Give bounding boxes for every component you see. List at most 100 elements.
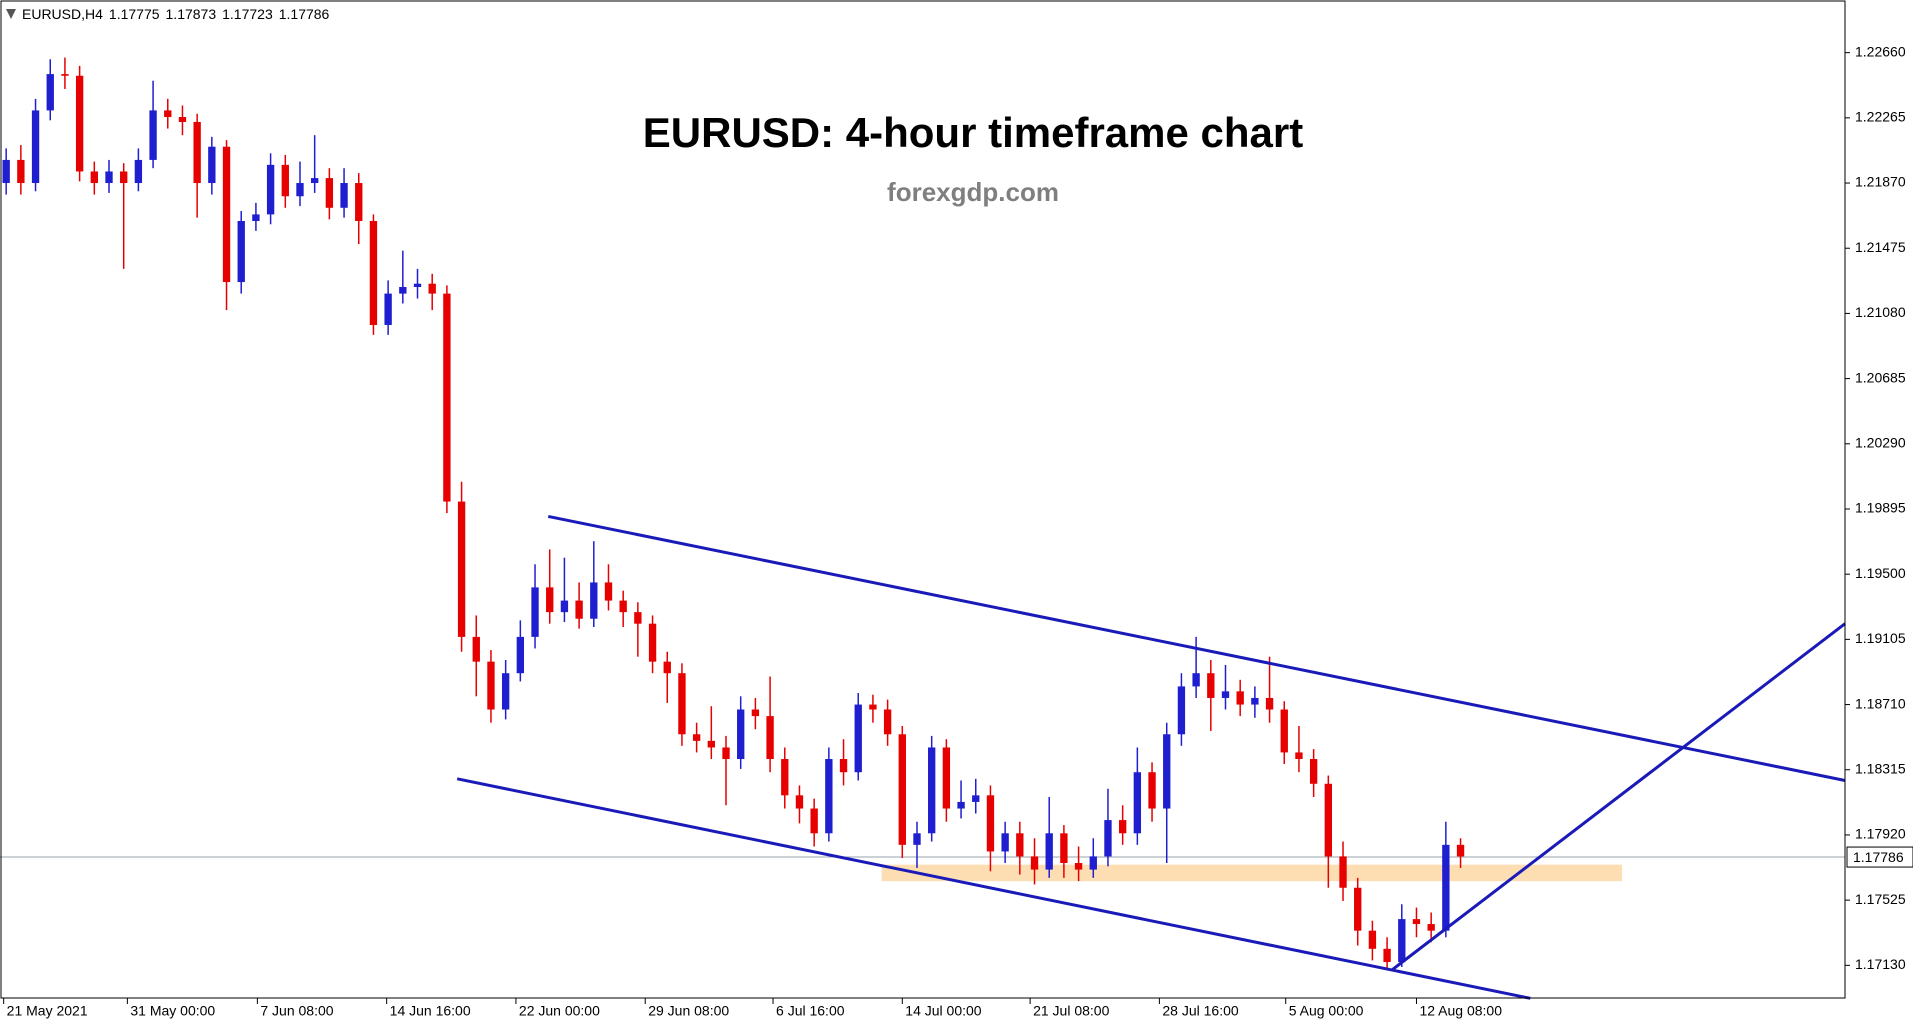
y-tick-label: 1.17920 xyxy=(1855,826,1906,842)
candle-body xyxy=(1177,686,1186,735)
candle-body xyxy=(1383,948,1391,963)
y-tick-label: 1.17525 xyxy=(1855,891,1906,907)
candle-body xyxy=(1339,856,1347,888)
candle-body xyxy=(1045,833,1053,870)
candle-body xyxy=(1236,691,1244,705)
candle-body xyxy=(1442,844,1450,931)
price-label: 1.17786 xyxy=(1853,849,1904,865)
candle-body xyxy=(898,734,906,845)
x-tick-label: 6 Jul 16:00 xyxy=(776,1003,845,1019)
candle-body xyxy=(942,747,951,809)
candle-body xyxy=(590,582,598,619)
candle-body xyxy=(325,178,334,208)
candle-body xyxy=(795,795,804,809)
candle-body xyxy=(766,716,774,760)
candle-body xyxy=(355,183,363,221)
candle-body xyxy=(1295,752,1303,760)
candle-body xyxy=(1221,691,1230,698)
candle-body xyxy=(193,121,201,184)
candle-body xyxy=(546,587,554,613)
candle-body xyxy=(972,795,980,802)
y-tick-label: 1.17130 xyxy=(1855,956,1906,972)
candle-body xyxy=(413,283,422,288)
quote-high: 1.17873 xyxy=(165,6,217,22)
candle-body xyxy=(1427,924,1435,931)
candle-body xyxy=(384,293,392,325)
candle-body xyxy=(1207,673,1215,698)
candle-body xyxy=(208,146,216,184)
candle-body xyxy=(1089,856,1097,870)
y-tick-label: 1.19895 xyxy=(1855,500,1906,516)
candle-body xyxy=(1133,772,1142,834)
candle-body xyxy=(472,636,480,662)
candle-body xyxy=(1354,887,1362,931)
candle-body xyxy=(1324,783,1333,857)
plot-frame xyxy=(0,0,1846,999)
candle-body xyxy=(105,171,113,184)
x-tick-label: 5 Aug 00:00 xyxy=(1289,1003,1364,1019)
y-tick-label: 1.21475 xyxy=(1855,239,1906,255)
candle-body xyxy=(457,501,466,637)
x-tick-label: 28 Jul 16:00 xyxy=(1162,1003,1238,1019)
candle-body xyxy=(266,164,275,215)
candle-body xyxy=(751,709,760,717)
candle-body xyxy=(134,159,143,184)
candle-body xyxy=(737,709,745,760)
candle-body xyxy=(501,673,510,710)
candle-body xyxy=(825,759,833,834)
candle-body xyxy=(810,808,818,834)
candle-body xyxy=(1398,919,1406,963)
candle-body xyxy=(928,747,936,834)
candle-body xyxy=(164,110,172,118)
header-icon xyxy=(6,9,16,19)
x-tick-label: 7 Jun 08:00 xyxy=(260,1003,333,1019)
candle-body xyxy=(854,704,862,773)
candle-body xyxy=(678,673,686,735)
candle-body xyxy=(1104,820,1112,857)
candle-body xyxy=(663,661,671,674)
candle-body xyxy=(252,214,260,221)
candle-body xyxy=(1074,862,1083,870)
candle-body xyxy=(1309,759,1318,784)
candle-body xyxy=(120,171,128,184)
candle-body xyxy=(399,287,407,294)
candle-body xyxy=(237,220,245,283)
quote-low: 1.17723 xyxy=(222,6,273,22)
plot-area xyxy=(0,57,1846,1000)
candle-body xyxy=(1192,673,1200,687)
candle-body xyxy=(986,795,995,852)
candle-body xyxy=(369,220,378,325)
trendline xyxy=(1390,622,1846,972)
candle-body xyxy=(31,110,40,184)
candle-body xyxy=(1251,697,1259,705)
candle-body xyxy=(692,734,701,741)
candle-body xyxy=(1148,772,1156,809)
candle-body xyxy=(222,146,231,283)
x-tick-label: 21 May 2021 xyxy=(7,1003,88,1019)
y-tick-label: 1.20290 xyxy=(1855,434,1906,450)
y-tick-label: 1.21080 xyxy=(1855,304,1906,320)
x-tick-label: 21 Jul 08:00 xyxy=(1033,1003,1109,1019)
candle-body xyxy=(487,661,495,710)
candle-body xyxy=(722,747,730,760)
candle-body xyxy=(604,582,613,601)
y-tick-label: 1.18710 xyxy=(1855,695,1906,711)
candle-body xyxy=(149,110,157,160)
chart-title: EURUSD: 4-hour timeframe chart xyxy=(643,109,1303,156)
x-tick-label: 29 Jun 08:00 xyxy=(648,1003,729,1019)
quote-close: 1.17786 xyxy=(278,6,330,22)
x-tick-label: 14 Jul 00:00 xyxy=(905,1003,981,1019)
candle-body xyxy=(781,759,789,796)
y-tick-label: 1.22660 xyxy=(1855,43,1906,59)
candle-body xyxy=(61,74,69,76)
candle-body xyxy=(340,183,348,208)
quote-header: EURUSD,H4 1.17775 1.17873 1.17723 1.1778… xyxy=(6,6,329,22)
candle-body xyxy=(90,171,98,184)
candle-body xyxy=(619,600,627,613)
candle-body xyxy=(516,636,525,674)
trendline xyxy=(456,777,1531,1000)
candle-body xyxy=(560,600,569,613)
y-tick-label: 1.19500 xyxy=(1855,565,1906,581)
x-tick-label: 22 Jun 00:00 xyxy=(519,1003,600,1019)
